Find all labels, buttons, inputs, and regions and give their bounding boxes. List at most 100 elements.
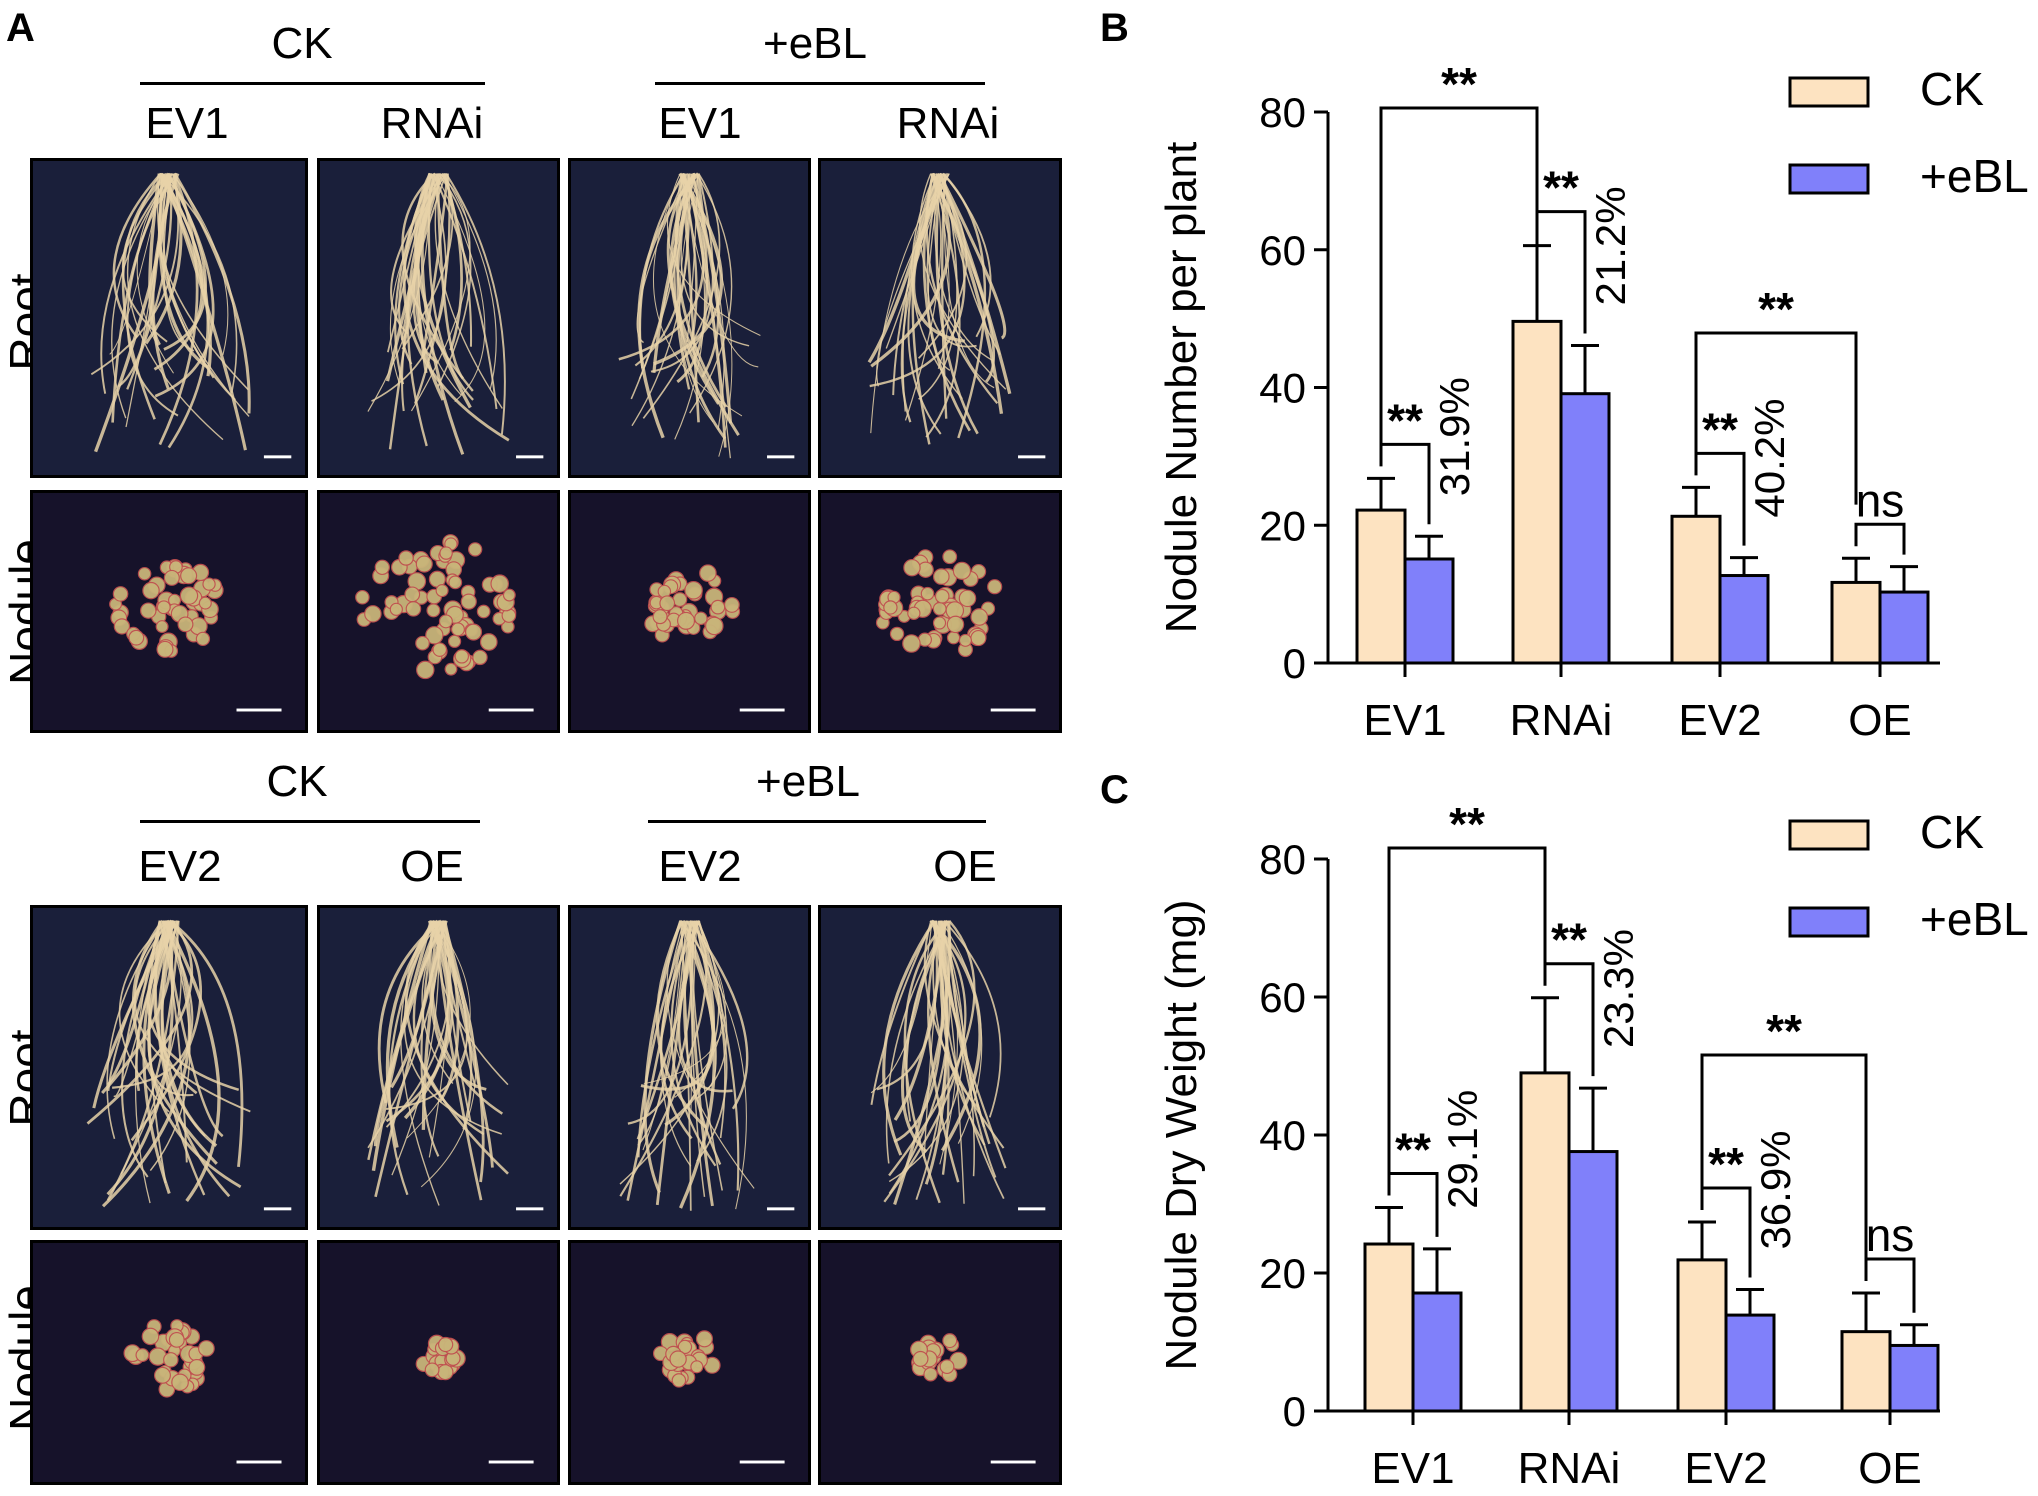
- nodule-bead: [502, 588, 516, 602]
- nodule-bead: [448, 575, 463, 590]
- nodule-bead: [939, 1359, 955, 1375]
- scale-bar: [1018, 1207, 1046, 1211]
- root-strand: [442, 173, 497, 390]
- root-strand: [870, 173, 950, 434]
- nodule-bead: [398, 550, 414, 566]
- significance-label: **: [1551, 914, 1587, 966]
- root-strand: [390, 172, 445, 335]
- pair-bracket: [1864, 1257, 1916, 1313]
- nodule-bead: [970, 608, 989, 626]
- nodule-photo: [568, 1240, 811, 1485]
- nodule-bead: [171, 1373, 189, 1392]
- percent-label: 40.2%: [1746, 399, 1793, 518]
- root-strand: [100, 172, 173, 394]
- legend-label: +eBL: [1920, 893, 2029, 945]
- root-strand: [126, 173, 179, 417]
- cross-bracket: [1700, 1053, 1868, 1260]
- root-strand: [934, 173, 994, 362]
- nodule-bead: [932, 616, 947, 630]
- pair-bracket: [1387, 1171, 1439, 1237]
- nodule-bead: [468, 542, 483, 557]
- nodule-bead: [405, 601, 422, 617]
- root-strand: [430, 920, 504, 1115]
- pair-bracket: [1535, 210, 1587, 334]
- nodule-bead: [952, 561, 972, 580]
- root-strand: [670, 920, 717, 1167]
- root-strand: [690, 173, 733, 424]
- col-label-ev2-ebl: EV2: [658, 842, 742, 891]
- root-strand: [638, 172, 686, 369]
- scale-bar: [990, 1460, 1036, 1464]
- root-strand: [888, 920, 951, 1195]
- nodule-bead: [710, 599, 726, 615]
- nodule-bead: [155, 620, 169, 634]
- scale-bar: [236, 708, 282, 712]
- root-strand: [160, 172, 210, 449]
- legend-label: +eBL: [1920, 150, 2029, 202]
- nodule-bead: [415, 555, 433, 573]
- root-strand: [157, 920, 206, 1137]
- root-strand: [406, 920, 471, 1139]
- group-line-ebl-bottom: [648, 820, 986, 823]
- root-strand: [680, 173, 750, 347]
- root-strand: [626, 920, 687, 1201]
- nodule-photo: [818, 490, 1062, 733]
- root-strand: [86, 919, 194, 1125]
- root-strand: [173, 172, 251, 414]
- root-strand: [882, 919, 937, 1156]
- nodule-bead: [198, 1340, 215, 1357]
- root-strand: [112, 920, 194, 1089]
- chart-nodule-dry-weight: 0 20 40 60 80 Nodule Dry Weight (mg) EV1 RNAi EV…: [1100, 805, 2038, 1496]
- y-tick-label: 40: [1259, 1112, 1306, 1159]
- group-line-ebl-top: [655, 82, 985, 85]
- nodule-bead: [374, 559, 390, 575]
- y-tick-label: 80: [1259, 89, 1306, 136]
- y-tick-label: 0: [1283, 640, 1306, 687]
- root-strand: [930, 172, 996, 383]
- root-strand: [151, 173, 180, 390]
- root-strand: [149, 920, 191, 1172]
- scale-bar: [739, 708, 785, 712]
- bar-ck: [1363, 1242, 1415, 1413]
- nodule-bead: [723, 596, 740, 613]
- root-strand: [158, 173, 199, 446]
- nodule-bead: [907, 606, 921, 620]
- root-strand: [157, 173, 250, 417]
- nodule-bead: [479, 633, 498, 651]
- root-strand: [940, 920, 983, 1144]
- col-label-ev1-ebl: EV1: [658, 99, 742, 148]
- group-line-ck-bottom: [140, 820, 480, 823]
- root-strand: [902, 173, 936, 412]
- nodule-bead: [946, 615, 965, 634]
- root-strand: [637, 920, 689, 1158]
- nodule-bead: [669, 1350, 687, 1368]
- nodule-bead: [970, 630, 987, 647]
- bar-ebl: [1878, 590, 1930, 665]
- root-strand: [870, 172, 951, 368]
- root-strand: [926, 173, 977, 348]
- root-strand: [157, 172, 212, 377]
- y-axis-label: Nodule Dry Weight (mg): [1157, 899, 1206, 1370]
- root-strand: [925, 173, 961, 438]
- root-strand: [870, 920, 933, 1094]
- nodule-bead: [425, 626, 444, 645]
- panel-letter-a: A: [6, 6, 35, 50]
- legend-swatch: [1788, 819, 1870, 851]
- root-strand: [686, 920, 728, 1162]
- root-strand: [938, 920, 997, 1178]
- percent-label: 21.2%: [1587, 186, 1634, 305]
- root-strand: [432, 173, 498, 410]
- root-photo: [30, 905, 308, 1230]
- nodule-bead: [671, 1373, 687, 1388]
- nodule-bead: [439, 546, 453, 560]
- legend-swatch: [1788, 906, 1870, 938]
- nodule-bead: [883, 600, 898, 615]
- col-label-oe-ebl: OE: [933, 842, 997, 891]
- root-strand: [421, 920, 454, 1085]
- root-photo: [818, 905, 1062, 1230]
- percent-label: 23.3%: [1595, 929, 1642, 1048]
- root-strand: [437, 173, 472, 387]
- root-strand: [689, 920, 749, 1110]
- cross-bracket: [1694, 331, 1858, 505]
- nodule-bead: [142, 581, 160, 600]
